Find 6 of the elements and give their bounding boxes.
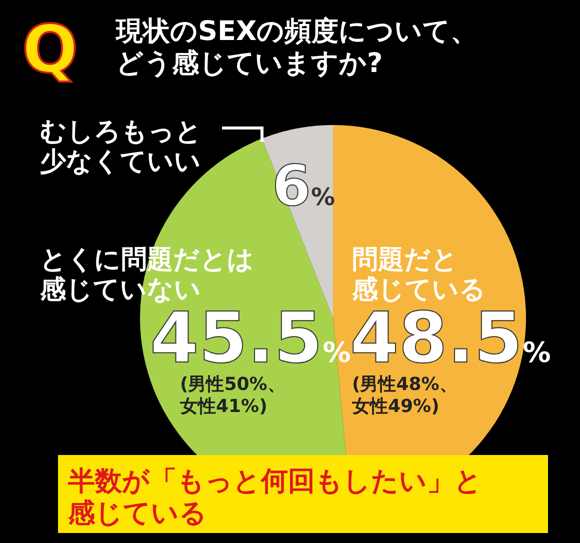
text: (男性48%、女性49%): [351, 374, 458, 417]
chart-title: 現状のSEXの頻度について、どう感じていますか?: [115, 16, 478, 79]
text: 半数が「もっと何回もしたい」と感じている: [67, 466, 482, 529]
text: (男性50%、女性41%): [179, 374, 286, 417]
slice-label: むしろもっと少なくていい: [40, 117, 202, 177]
text: Q: [22, 11, 78, 88]
